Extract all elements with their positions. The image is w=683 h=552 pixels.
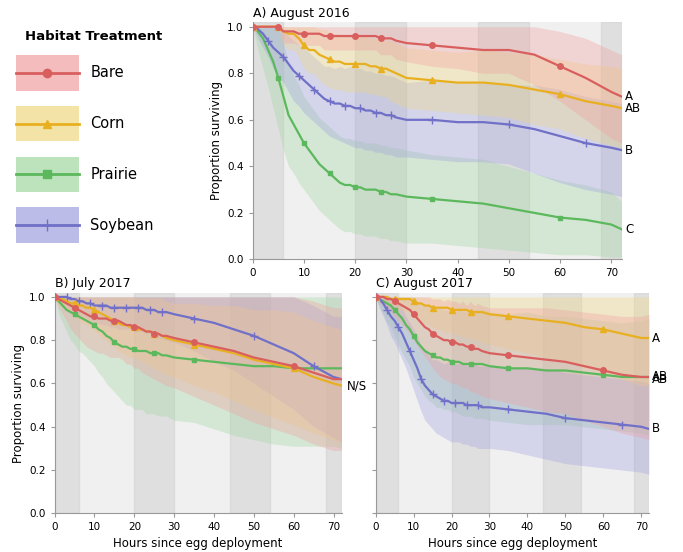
X-axis label: Hours since egg deployment: Hours since egg deployment bbox=[428, 537, 597, 550]
Text: AB: AB bbox=[652, 370, 668, 384]
Text: Corn: Corn bbox=[90, 116, 124, 131]
Text: A) August 2016: A) August 2016 bbox=[253, 7, 349, 19]
Text: Prairie: Prairie bbox=[90, 167, 137, 182]
Bar bbox=[634, 293, 649, 513]
Text: B) July 2017: B) July 2017 bbox=[55, 277, 130, 290]
Bar bbox=[376, 293, 398, 513]
Bar bbox=[16, 208, 79, 243]
Y-axis label: Proportion surviving: Proportion surviving bbox=[210, 81, 223, 200]
Text: A: A bbox=[652, 332, 660, 344]
X-axis label: Hours since egg deployment: Hours since egg deployment bbox=[113, 537, 283, 550]
Bar bbox=[16, 106, 79, 141]
Text: A: A bbox=[625, 90, 633, 103]
Bar bbox=[451, 293, 490, 513]
Text: C) August 2017: C) August 2017 bbox=[376, 277, 473, 290]
Bar bbox=[16, 157, 79, 192]
Text: Habitat Treatment: Habitat Treatment bbox=[25, 30, 162, 43]
Bar bbox=[16, 55, 79, 91]
Bar bbox=[355, 22, 406, 259]
Text: N/S: N/S bbox=[347, 379, 367, 392]
Text: AB: AB bbox=[652, 373, 668, 386]
Text: AB: AB bbox=[625, 102, 641, 115]
Text: Soybean: Soybean bbox=[90, 217, 154, 233]
Y-axis label: Proportion surviving: Proportion surviving bbox=[12, 343, 25, 463]
Text: Bare: Bare bbox=[90, 65, 124, 81]
Bar bbox=[326, 293, 342, 513]
Text: B: B bbox=[652, 422, 660, 436]
Bar bbox=[135, 293, 174, 513]
Text: B: B bbox=[625, 144, 633, 157]
Bar bbox=[253, 22, 283, 259]
Text: C: C bbox=[625, 222, 633, 236]
Bar bbox=[601, 22, 622, 259]
Bar bbox=[478, 22, 529, 259]
Bar bbox=[230, 293, 270, 513]
Bar bbox=[542, 293, 581, 513]
Bar bbox=[55, 293, 79, 513]
